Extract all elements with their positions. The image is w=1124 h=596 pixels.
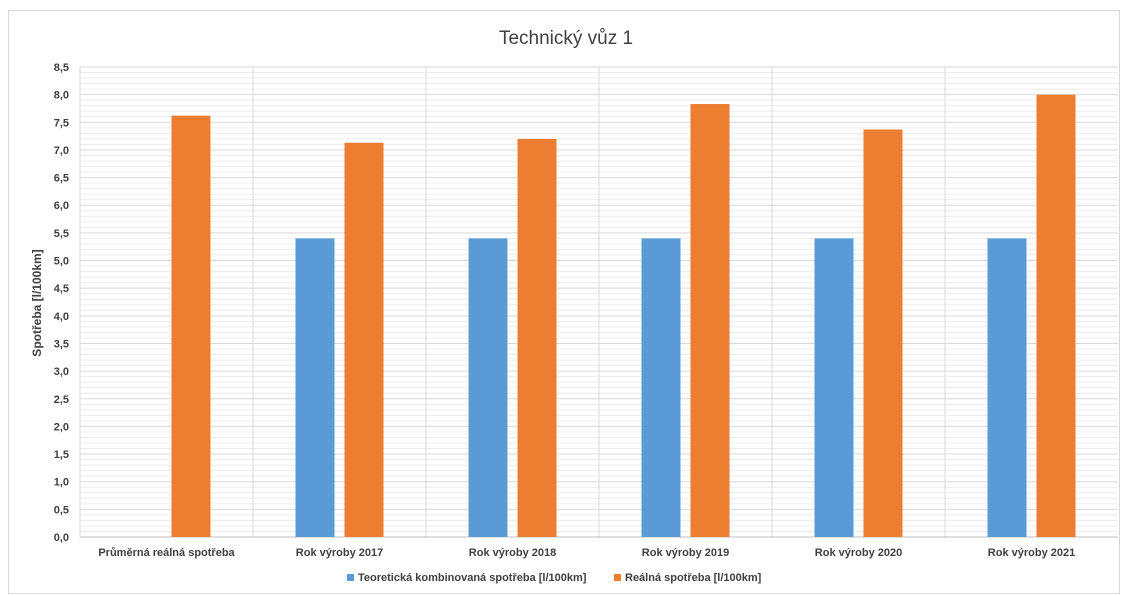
bar-realna [863,129,903,537]
bar-teoreticka [987,238,1027,538]
y-tick-label: 3,0 [54,366,69,378]
legend-label: Reálná spotřeba [l/100km] [625,572,762,584]
y-tick-label: 7,5 [54,117,69,129]
bar-teoreticka [295,238,335,538]
x-category-label: Rok výroby 2020 [815,547,902,559]
bar-teoreticka [641,238,681,538]
bars [171,94,1076,538]
y-tick-label: 4,5 [54,283,69,295]
y-tick-label: 0,5 [54,504,69,516]
bar-realna [690,104,730,537]
y-tick-label: 2,5 [54,394,69,406]
legend-swatch [347,574,354,581]
y-tick-label: 0,0 [54,532,69,544]
x-category-label: Rok výroby 2021 [988,547,1075,559]
y-tick-label: 1,0 [54,477,69,489]
bar-realna [1036,94,1076,537]
bar-teoreticka [468,238,508,538]
y-axis-ticks: 0,0 0,5 1,0 1,5 2,0 2,5 3,0 3,5 4,0 4,5 5,0 5,5 6,0 6… [54,62,69,544]
legend: Teoretická kombinovaná spotřeba [l/100km… [347,572,762,584]
y-tick-label: 6,0 [54,200,69,212]
x-category-label: Rok výroby 2017 [296,547,383,559]
bar-realna [171,115,211,538]
y-tick-label: 8,5 [54,62,69,74]
x-category-label: Rok výroby 2019 [642,547,729,559]
y-tick-label: 7,0 [54,145,69,157]
gridlines [79,66,1118,538]
legend-label: Teoretická kombinovaná spotřeba [l/100km… [358,572,587,584]
y-tick-label: 6,5 [54,173,69,185]
bar-realna [517,138,557,537]
y-tick-label: 5,5 [54,228,69,240]
y-tick-label: 1,5 [54,449,69,461]
bar-teoreticka [814,238,854,538]
bar-realna [344,142,384,538]
y-tick-label: 3,5 [54,338,69,350]
x-axis-categories: Průměrná reálná spotřeba Rok výroby 2017 R… [98,547,1075,559]
x-category-label: Průměrná reálná spotřeba [98,547,235,559]
y-tick-label: 2,0 [54,421,69,433]
y-tick-label: 8,0 [54,90,69,102]
legend-swatch [614,574,621,581]
y-tick-label: 4,0 [54,311,69,323]
chart-title: Technický vůz 1 [499,28,633,49]
x-category-label: Rok výroby 2018 [469,547,556,559]
y-axis-label: Spotřeba [l/100km] [30,249,44,356]
y-tick-label: 5,0 [54,256,69,268]
